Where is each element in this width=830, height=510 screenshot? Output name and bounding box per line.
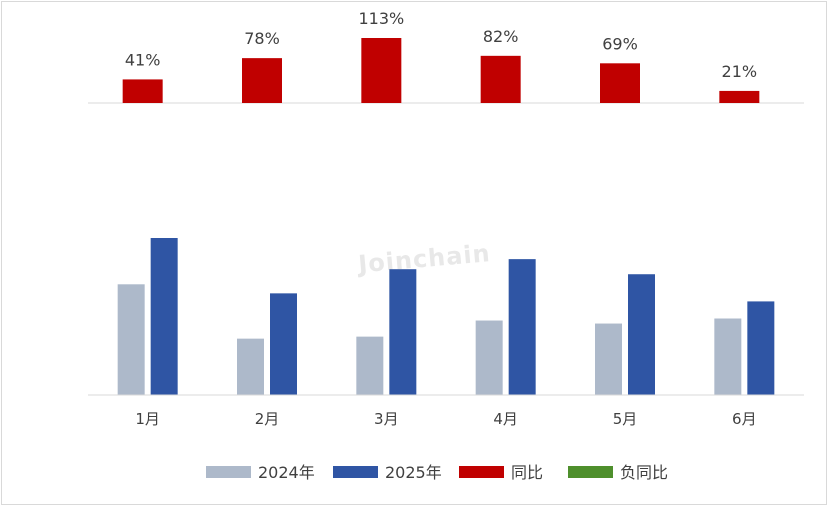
x-tick-label: 6月 [732, 410, 757, 428]
x-tick-label: 1月 [135, 410, 160, 428]
bar-series-2 [628, 274, 655, 395]
axes: 1月 2月 3月 4月 5月 6月 [88, 394, 804, 428]
yoy-bar [719, 90, 760, 103]
bar-series-1 [595, 323, 622, 395]
x-tick-label: 4月 [493, 410, 518, 428]
legend-swatch [568, 466, 613, 478]
yoy-label: 78% [244, 29, 280, 48]
x-tick-label: 5月 [613, 410, 638, 428]
legend-swatch [206, 466, 251, 478]
legend-label: 同比 [511, 463, 543, 482]
legend-swatch [459, 466, 504, 478]
legend-label: 负同比 [620, 463, 668, 482]
bar-series-1 [714, 318, 742, 395]
bar-series-2 [150, 238, 178, 395]
yoy-label: 82% [483, 27, 519, 46]
bar-series-2 [747, 301, 775, 395]
bar-series-1 [356, 336, 384, 395]
yoy-bar [480, 55, 521, 103]
watermark: Joinchain [355, 239, 491, 279]
legend: 2024年 2025年 同比 负同比 [206, 463, 668, 482]
yoy-bars: 41% 78% 113% 82% 69% 21% [88, 9, 804, 104]
yoy-label: 41% [125, 50, 161, 69]
x-tick-label: 3月 [374, 410, 399, 428]
legend-label: 2024年 [258, 463, 315, 482]
yoy-bar [242, 58, 282, 103]
yoy-bar [600, 63, 640, 103]
bar-series-2 [389, 269, 417, 395]
bar-series-1 [475, 320, 503, 395]
yoy-label: 113% [358, 9, 404, 28]
yoy-label: 69% [602, 34, 638, 53]
yoy-label: 21% [722, 62, 758, 81]
bar-series-2 [508, 259, 536, 395]
monthly-bars [117, 238, 775, 395]
legend-swatch [333, 466, 378, 478]
yoy-bar [122, 79, 163, 103]
legend-label: 2025年 [385, 463, 442, 482]
x-tick-label: 2月 [255, 410, 280, 428]
bar-series-2 [270, 293, 297, 395]
bar-series-1 [237, 338, 264, 395]
yoy-bar [361, 38, 402, 103]
bar-series-1 [117, 284, 145, 395]
